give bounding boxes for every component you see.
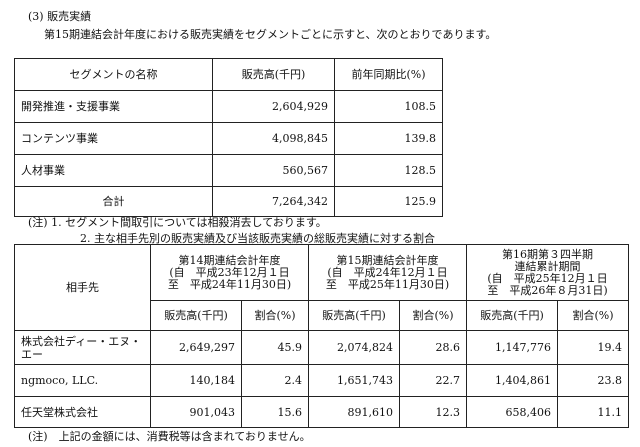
note-2: 2. 主な相手先別の販売実績及び当該販売実績の総販売実績に対する割合 — [80, 232, 435, 245]
period-from: (自 平成23年12月１日 — [169, 265, 290, 279]
period-to: 至 平成26年８月31日) — [487, 283, 608, 297]
note-1: (注) 1. セグメント間取引については相殺消去しております。 — [28, 216, 327, 229]
period-header-16q3: 第16期第３四半期 連結累計期間 (自 平成25年12月１日 至 平成26年８月… — [466, 244, 630, 301]
segment-sales: 560,567 — [212, 154, 335, 187]
period-header-15: 第15期連結会計年度 (自 平成24年12月１日 至 平成25年11月30日) — [308, 244, 468, 301]
segment-name: コンテンツ事業 — [14, 122, 213, 155]
ratio-value: 45.9 — [240, 330, 310, 365]
segment-name: 開発推進・支援事業 — [14, 90, 213, 123]
table-row: 人材事業 560,567 128.5 — [14, 154, 443, 187]
header-ratio: 割合(%) — [557, 300, 630, 331]
table-row: コンテンツ事業 4,098,845 139.8 — [14, 122, 443, 155]
header-sales: 販売高(千円) — [466, 300, 559, 331]
partner-name: 株式会社ディー・エヌ・ エー — [14, 330, 151, 365]
ratio-value: 15.6 — [240, 396, 310, 428]
header-segment-name: セグメントの名称 — [14, 58, 213, 91]
total-yoy: 125.9 — [334, 186, 443, 217]
period-to: 至 平成24年11月30日) — [167, 277, 292, 291]
partner-name: 任天堂株式会社 — [14, 396, 151, 428]
table-header-row: セグメントの名称 販売高(千円) 前年同期比(%) — [14, 58, 443, 91]
sales-value: 658,406 — [466, 396, 559, 428]
customer-sales-table: 相手先 第14期連結会計年度 (自 平成23年12月１日 至 平成24年11月3… — [14, 244, 630, 428]
header-yoy: 前年同期比(%) — [334, 58, 443, 91]
partner-name-line1: 株式会社ディー・エヌ・ — [21, 334, 142, 348]
sub-header-row: 販売高(千円) 割合(%) 販売高(千円) 割合(%) 販売高(千円) 割合(%… — [15, 300, 630, 331]
segment-yoy: 108.5 — [334, 90, 443, 123]
segment-sales: 2,604,929 — [212, 90, 335, 123]
period-to: 至 平成25年11月30日) — [325, 277, 450, 291]
sales-value: 901,043 — [150, 396, 242, 428]
ratio-value: 12.3 — [399, 396, 468, 428]
segment-sales-table: セグメントの名称 販売高(千円) 前年同期比(%) 開発推進・支援事業 2,60… — [14, 58, 443, 217]
period-title: 第16期第３四半期 — [502, 247, 594, 261]
ratio-value: 28.6 — [399, 330, 468, 365]
segment-sales: 4,098,845 — [212, 122, 335, 155]
table-row: ngmoco, LLC. 140,184 2.4 1,651,743 22.7 … — [14, 364, 630, 397]
ratio-value: 2.4 — [240, 364, 310, 397]
footer-note: (注) 上記の金額には、消費税等は含まれておりません。 — [28, 430, 311, 443]
period-title-2: 連結累計期間 — [514, 259, 581, 273]
table-row: 株式会社ディー・エヌ・ エー 2,649,297 45.9 2,074,824 … — [14, 330, 630, 365]
total-sales: 7,264,342 — [212, 186, 335, 217]
table-row: 開発推進・支援事業 2,604,929 108.5 — [14, 90, 443, 123]
header-sales: 販売高(千円) — [212, 58, 335, 91]
total-label: 合計 — [14, 186, 213, 217]
sales-value: 140,184 — [150, 364, 242, 397]
section-intro: 第15期連結会計年度における販売実績をセグメントごとに示すと、次のとおりでありま… — [44, 28, 497, 41]
segment-name: 人材事業 — [14, 154, 213, 187]
table-total-row: 合計 7,264,342 125.9 — [14, 186, 443, 217]
sales-value: 2,649,297 — [150, 330, 242, 365]
header-partner: 相手先 — [14, 244, 151, 331]
header-sales: 販売高(千円) — [150, 300, 242, 331]
period-from: (自 平成25年12月１日 — [487, 271, 608, 285]
ratio-value: 19.4 — [557, 330, 630, 365]
header-sales: 販売高(千円) — [308, 300, 401, 331]
sales-value: 1,147,776 — [466, 330, 559, 365]
period-title: 第15期連結会計年度 — [336, 253, 439, 267]
ratio-value: 22.7 — [399, 364, 468, 397]
ratio-value: 11.1 — [557, 396, 630, 428]
period-header-14: 第14期連結会計年度 (自 平成23年12月１日 至 平成24年11月30日) — [149, 244, 310, 301]
period-title: 第14期連結会計年度 — [178, 253, 281, 267]
header-ratio: 割合(%) — [240, 300, 310, 331]
ratio-value: 23.8 — [557, 364, 630, 397]
table-row: 任天堂株式会社 901,043 15.6 891,610 12.3 658,40… — [14, 396, 630, 428]
sales-value: 891,610 — [308, 396, 401, 428]
period-from: (自 平成24年12月１日 — [327, 265, 448, 279]
segment-yoy: 128.5 — [334, 154, 443, 187]
sales-value: 1,651,743 — [308, 364, 401, 397]
segment-yoy: 139.8 — [334, 122, 443, 155]
period-header-row: 相手先 第14期連結会計年度 (自 平成23年12月１日 至 平成24年11月3… — [14, 244, 630, 331]
sales-value: 2,074,824 — [308, 330, 401, 365]
header-ratio: 割合(%) — [399, 300, 468, 331]
partner-name-line2: エー — [21, 347, 43, 361]
partner-name: ngmoco, LLC. — [14, 364, 151, 397]
sales-value: 1,404,861 — [466, 364, 559, 397]
section-heading: (3) 販売実績 — [28, 10, 92, 23]
